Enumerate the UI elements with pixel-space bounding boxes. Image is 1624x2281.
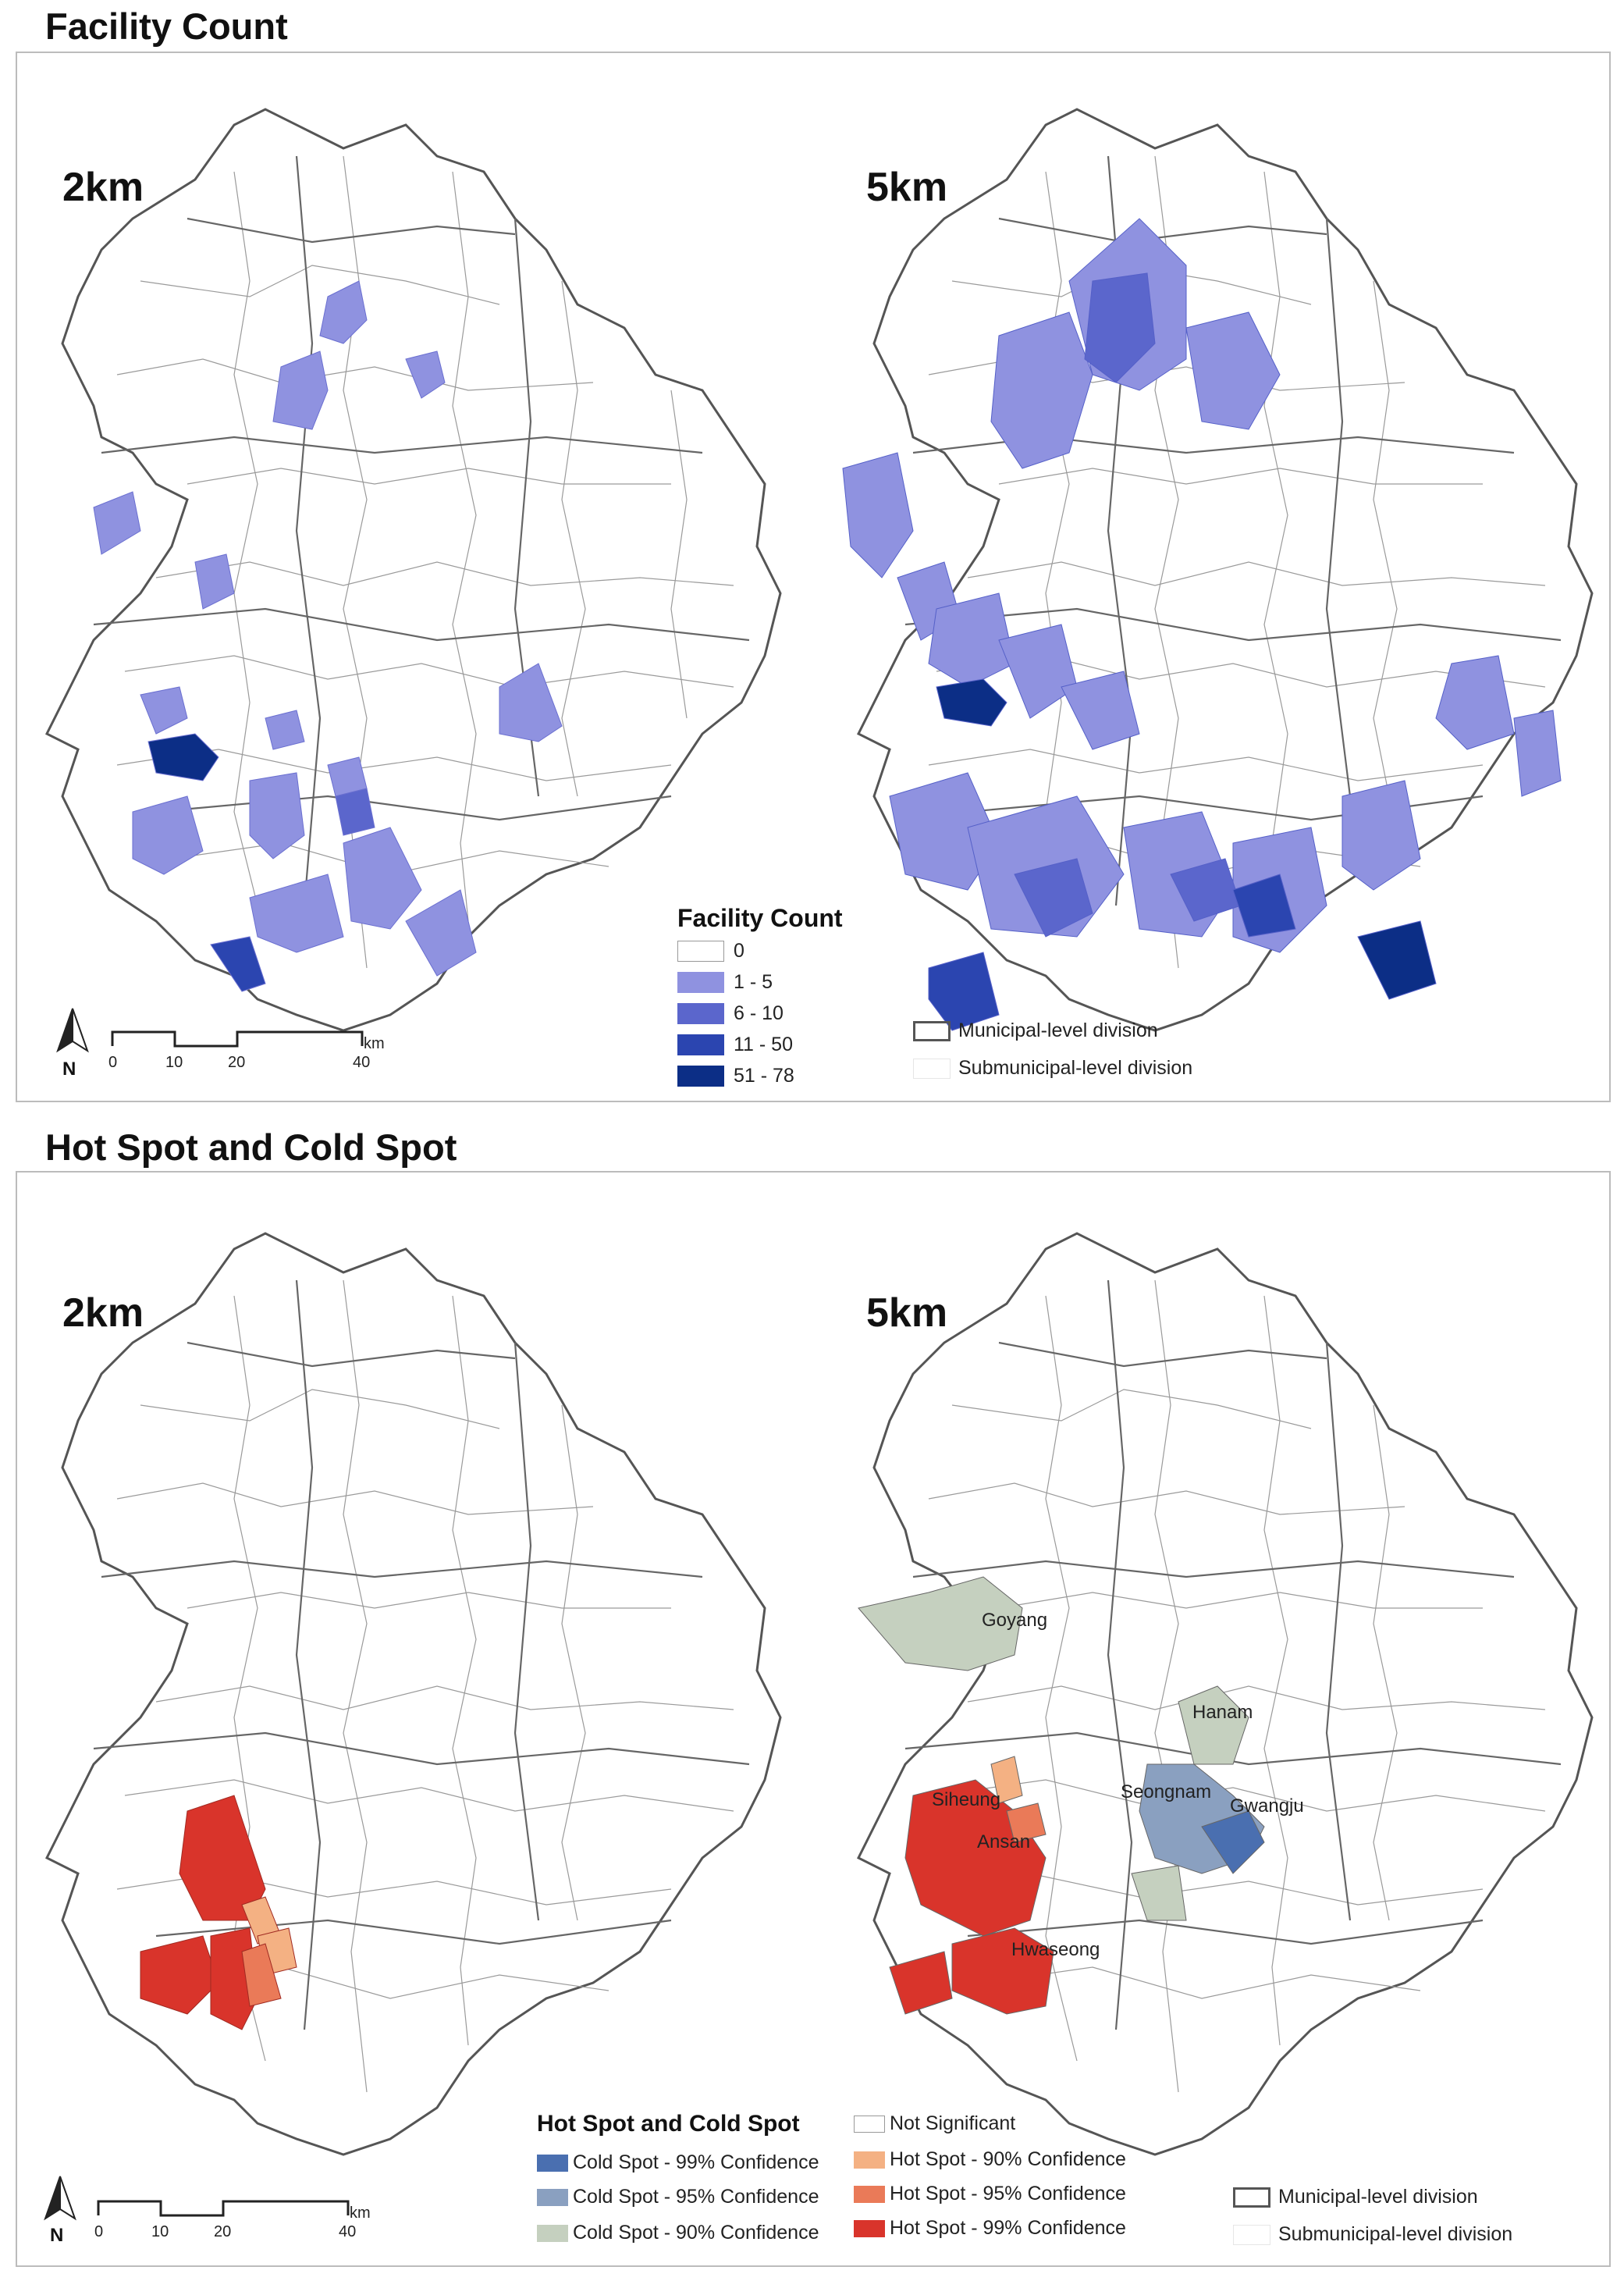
north-arrow-icon bbox=[44, 2176, 76, 2221]
scale-tick: 20 bbox=[214, 2223, 232, 2240]
place-label-goyang: Goyang bbox=[982, 1610, 1048, 1631]
scale-tick: 20 bbox=[228, 1054, 246, 1071]
scale-unit: km bbox=[364, 1035, 385, 1052]
submunicipal-legend-item: Submunicipal-level division bbox=[913, 1057, 1192, 1080]
legend-swatch bbox=[677, 972, 724, 993]
scale-tick: 0 bbox=[108, 1054, 118, 1071]
hotspot-5km-fills bbox=[858, 1576, 1265, 2015]
facility-2km-fills bbox=[93, 280, 563, 992]
legend-swatch bbox=[677, 1066, 724, 1087]
hotspot-5km-label: 5km bbox=[866, 1290, 948, 1336]
hotspot-2km-fills bbox=[140, 1795, 297, 2030]
facility-2km-label: 2km bbox=[62, 165, 144, 210]
hotspot-legend-title: Hot Spot and Cold Spot bbox=[537, 2111, 800, 2137]
submunicipal-legend-item: Submunicipal-level division bbox=[1233, 2223, 1512, 2246]
facility-5km-label: 5km bbox=[866, 165, 948, 210]
scale-tick: 0 bbox=[94, 2223, 104, 2240]
scale-bar bbox=[111, 1030, 364, 1048]
hotspot-map-2km bbox=[45, 1232, 782, 2156]
facility-5km-fills bbox=[842, 218, 1562, 1031]
legend-swatch bbox=[854, 2219, 885, 2237]
hotspot-map-5km bbox=[857, 1232, 1594, 2156]
scale-tick: 40 bbox=[353, 1054, 371, 1071]
hotspot-legend-item: Hot Spot - 99% Confidence bbox=[854, 2217, 1126, 2240]
legend-swatch bbox=[677, 1003, 724, 1024]
submunicipal-line-swatch bbox=[913, 1058, 951, 1079]
facility-legend-item: 51 - 78 bbox=[677, 1065, 794, 1087]
scale-bar bbox=[97, 2200, 350, 2217]
facility-legend-item: 0 bbox=[677, 940, 744, 963]
hotspot-legend-item: Not Significant bbox=[854, 2112, 1015, 2135]
place-label-gwangju: Gwangju bbox=[1230, 1795, 1304, 1817]
hotspot-legend-item: Cold Spot - 90% Confidence bbox=[537, 2222, 819, 2244]
municipal-line-swatch bbox=[913, 1020, 951, 1041]
hotspot-legend-item: Cold Spot - 99% Confidence bbox=[537, 2151, 819, 2174]
hotspot-section-title: Hot Spot and Cold Spot bbox=[45, 1126, 457, 1168]
legend-swatch bbox=[537, 2224, 568, 2242]
scale-tick: 40 bbox=[339, 2223, 357, 2240]
scale-tick: 10 bbox=[165, 1054, 183, 1071]
facility-legend-title: Facility Count bbox=[677, 904, 843, 932]
facility-map-5km bbox=[842, 108, 1594, 1032]
north-letter: N bbox=[50, 2225, 64, 2246]
facility-legend-item: 6 - 10 bbox=[677, 1002, 784, 1025]
submunicipal-line-swatch bbox=[1233, 2224, 1270, 2245]
municipal-boundaries bbox=[93, 155, 750, 906]
hotspot-legend-item: Hot Spot - 90% Confidence bbox=[854, 2148, 1126, 2171]
hotspot-legend-item: Cold Spot - 95% Confidence bbox=[537, 2186, 819, 2208]
legend-swatch bbox=[537, 2154, 568, 2172]
place-label-hwaseong: Hwaseong bbox=[1011, 1939, 1100, 1960]
municipal-line-swatch bbox=[1233, 2187, 1270, 2208]
legend-swatch bbox=[854, 2185, 885, 2203]
legend-swatch bbox=[677, 941, 724, 962]
north-letter: N bbox=[62, 1059, 76, 1080]
place-label-hanam: Hanam bbox=[1192, 1702, 1253, 1723]
facility-count-section-title: Facility Count bbox=[45, 5, 288, 47]
legend-swatch bbox=[537, 2188, 568, 2206]
place-label-siheung: Siheung bbox=[932, 1789, 1001, 1810]
place-label-seongnam: Seongnam bbox=[1121, 1781, 1212, 1802]
facility-legend-item: 11 - 50 bbox=[677, 1034, 793, 1056]
scale-unit: km bbox=[350, 2204, 371, 2222]
legend-swatch bbox=[677, 1034, 724, 1055]
north-arrow-icon bbox=[56, 1008, 89, 1053]
facility-map-2km bbox=[45, 108, 782, 1032]
facility-legend-item: 1 - 5 bbox=[677, 971, 773, 994]
place-label-ansan: Ansan bbox=[977, 1831, 1031, 1852]
legend-swatch bbox=[854, 2151, 885, 2169]
scale-tick: 10 bbox=[151, 2223, 169, 2240]
hotspot-2km-label: 2km bbox=[62, 1290, 144, 1336]
municipal-legend-item: Municipal-level division bbox=[1233, 2186, 1478, 2208]
municipal-legend-item: Municipal-level division bbox=[913, 1020, 1158, 1042]
hotspot-legend-item: Hot Spot - 95% Confidence bbox=[854, 2183, 1126, 2205]
legend-swatch bbox=[854, 2115, 885, 2133]
